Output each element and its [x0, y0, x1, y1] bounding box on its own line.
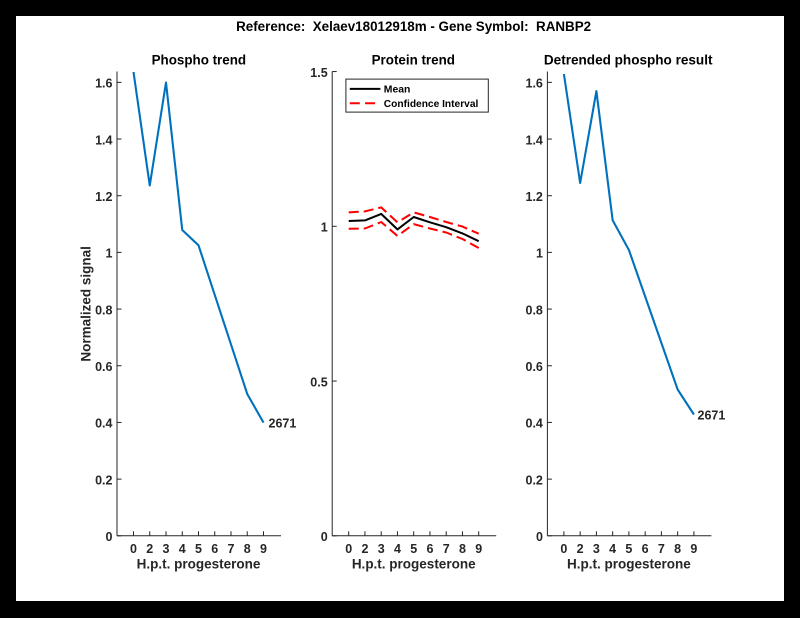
- svg-text:0.8: 0.8: [95, 303, 112, 317]
- svg-text:7: 7: [658, 542, 665, 556]
- svg-text:7: 7: [228, 542, 235, 556]
- svg-text:Normalized signal: Normalized signal: [79, 246, 94, 362]
- svg-text:1.2: 1.2: [526, 190, 543, 204]
- svg-text:0.4: 0.4: [526, 417, 543, 431]
- svg-text:2671: 2671: [698, 409, 726, 423]
- svg-text:6: 6: [211, 542, 218, 556]
- svg-text:9: 9: [690, 542, 697, 556]
- svg-text:Phospho trend: Phospho trend: [152, 53, 246, 68]
- svg-text:0: 0: [106, 530, 113, 544]
- svg-text:1.5: 1.5: [310, 66, 327, 80]
- svg-text:4: 4: [609, 542, 616, 556]
- svg-text:0.5: 0.5: [310, 375, 327, 389]
- svg-text:1.4: 1.4: [95, 133, 112, 147]
- svg-text:6: 6: [426, 542, 433, 556]
- svg-text:0.6: 0.6: [95, 360, 112, 374]
- svg-text:H.p.t. progesterone: H.p.t. progesterone: [567, 557, 691, 572]
- svg-text:0.8: 0.8: [526, 303, 543, 317]
- svg-text:1.4: 1.4: [526, 133, 543, 147]
- svg-text:0: 0: [321, 530, 328, 544]
- svg-text:3: 3: [593, 542, 600, 556]
- svg-text:3: 3: [163, 542, 170, 556]
- svg-text:0.4: 0.4: [95, 417, 112, 431]
- svg-text:0.6: 0.6: [526, 360, 543, 374]
- svg-text:4: 4: [179, 542, 186, 556]
- svg-text:2671: 2671: [269, 417, 297, 431]
- svg-text:9: 9: [260, 542, 267, 556]
- svg-text:0: 0: [560, 542, 567, 556]
- svg-text:5: 5: [410, 542, 417, 556]
- svg-text:4: 4: [394, 542, 401, 556]
- svg-text:0: 0: [345, 542, 352, 556]
- svg-text:5: 5: [195, 542, 202, 556]
- svg-text:1.6: 1.6: [526, 77, 543, 91]
- svg-text:Mean: Mean: [384, 85, 411, 96]
- svg-text:9: 9: [475, 542, 482, 556]
- svg-text:0: 0: [536, 530, 543, 544]
- svg-text:Protein trend: Protein trend: [372, 53, 455, 68]
- svg-text:0.2: 0.2: [526, 473, 543, 487]
- svg-text:8: 8: [674, 542, 681, 556]
- svg-text:2: 2: [577, 542, 584, 556]
- svg-text:1.2: 1.2: [95, 190, 112, 204]
- svg-text:Reference: Xelaev18012918m -: Reference: Xelaev18012918m - Gene Symbol…: [236, 19, 591, 34]
- svg-text:7: 7: [443, 542, 450, 556]
- svg-text:6: 6: [642, 542, 649, 556]
- svg-text:H.p.t. progesterone: H.p.t. progesterone: [352, 557, 476, 572]
- svg-text:2: 2: [146, 542, 153, 556]
- svg-text:1: 1: [106, 247, 113, 261]
- svg-text:1.6: 1.6: [95, 77, 112, 91]
- svg-text:0: 0: [130, 542, 137, 556]
- svg-text:3: 3: [378, 542, 385, 556]
- svg-text:H.p.t. progesterone: H.p.t. progesterone: [137, 557, 261, 572]
- svg-text:5: 5: [625, 542, 632, 556]
- svg-text:8: 8: [459, 542, 466, 556]
- svg-text:8: 8: [244, 542, 251, 556]
- svg-text:0.2: 0.2: [95, 473, 112, 487]
- svg-text:2: 2: [361, 542, 368, 556]
- svg-text:1: 1: [321, 221, 328, 235]
- svg-text:Confidence Interval: Confidence Interval: [384, 99, 479, 110]
- svg-text:1: 1: [536, 247, 543, 261]
- svg-text:Detrended phospho result: Detrended phospho result: [544, 53, 713, 68]
